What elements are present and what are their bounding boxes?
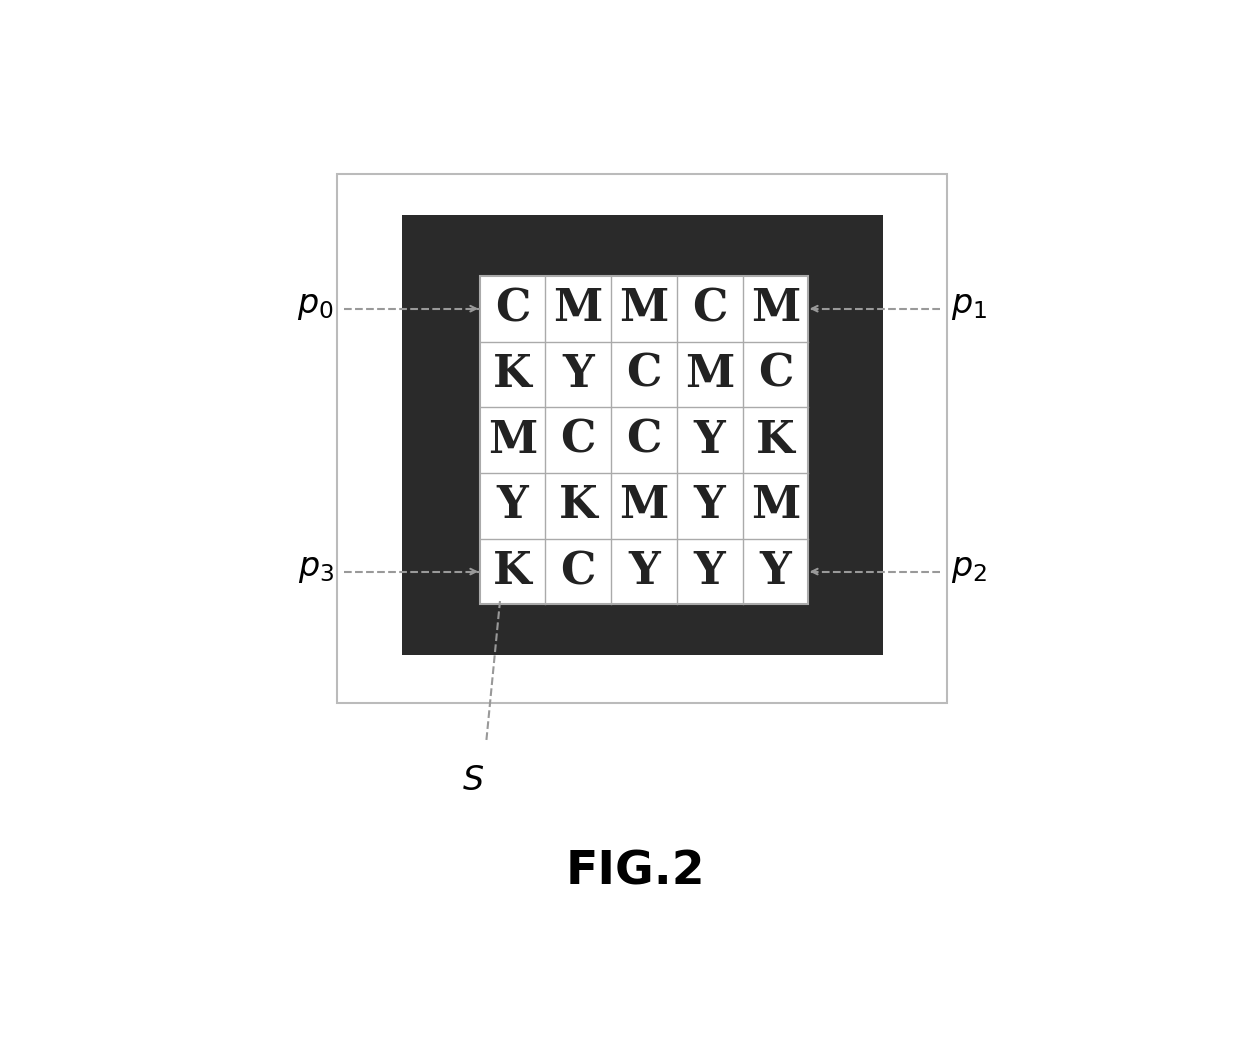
Text: C: C bbox=[560, 418, 596, 461]
Text: K: K bbox=[494, 353, 532, 396]
Text: $p_3$: $p_3$ bbox=[298, 551, 334, 585]
Text: M: M bbox=[487, 418, 537, 461]
Bar bbox=[402, 214, 883, 655]
Text: Y: Y bbox=[760, 550, 791, 593]
Text: M: M bbox=[684, 353, 734, 396]
Text: $p_1$: $p_1$ bbox=[951, 288, 987, 322]
Text: $p_2$: $p_2$ bbox=[951, 551, 987, 585]
Text: C: C bbox=[626, 353, 662, 396]
Text: $p_0$: $p_0$ bbox=[298, 288, 334, 322]
Text: S: S bbox=[463, 763, 484, 796]
Text: C: C bbox=[495, 287, 531, 331]
Text: C: C bbox=[626, 418, 662, 461]
Text: M: M bbox=[750, 485, 800, 527]
Text: Y: Y bbox=[563, 353, 594, 396]
Text: K: K bbox=[494, 550, 532, 593]
Text: M: M bbox=[553, 287, 603, 331]
Text: C: C bbox=[758, 353, 794, 396]
Text: Y: Y bbox=[694, 485, 725, 527]
Text: K: K bbox=[559, 485, 598, 527]
Bar bbox=[337, 174, 947, 702]
Text: FIG.2: FIG.2 bbox=[565, 850, 706, 894]
Text: C: C bbox=[560, 550, 596, 593]
Bar bbox=[480, 276, 808, 604]
Text: Y: Y bbox=[497, 485, 528, 527]
Text: Y: Y bbox=[694, 550, 725, 593]
Text: Y: Y bbox=[629, 550, 660, 593]
Text: C: C bbox=[692, 287, 728, 331]
Text: M: M bbox=[750, 287, 800, 331]
Text: Y: Y bbox=[694, 418, 725, 461]
Text: K: K bbox=[756, 418, 795, 461]
Text: M: M bbox=[619, 485, 668, 527]
Text: M: M bbox=[619, 287, 668, 331]
